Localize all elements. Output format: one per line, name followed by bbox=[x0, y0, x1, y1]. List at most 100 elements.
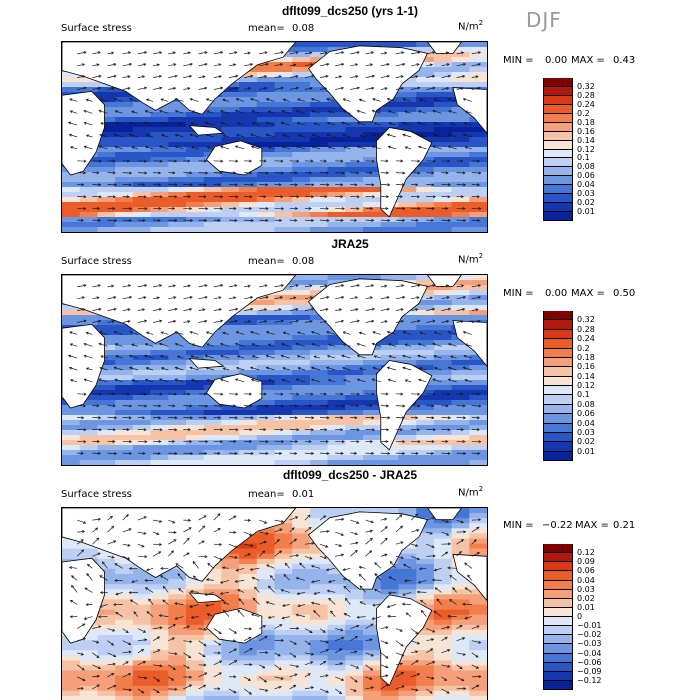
field-cell bbox=[469, 365, 487, 371]
stress-vector-head bbox=[265, 440, 269, 444]
field-cell bbox=[115, 142, 134, 148]
field-cell bbox=[416, 553, 435, 560]
field-cell bbox=[309, 435, 329, 441]
field-cell bbox=[416, 295, 435, 301]
stress-vector-head bbox=[279, 451, 283, 455]
field-cell bbox=[97, 172, 116, 178]
field-cell bbox=[79, 430, 98, 436]
field-cell bbox=[451, 162, 470, 168]
stress-vector-head bbox=[342, 343, 346, 347]
stress-vector-head bbox=[296, 354, 300, 358]
stress-vector-head bbox=[159, 159, 163, 163]
colorbar-swatch bbox=[543, 158, 573, 168]
stress-vector bbox=[146, 611, 154, 617]
stress-vector bbox=[365, 538, 373, 545]
field-cell bbox=[292, 528, 311, 534]
field-cell bbox=[239, 360, 258, 366]
field-cell bbox=[309, 410, 329, 416]
field-cell bbox=[132, 147, 152, 153]
field-cell bbox=[221, 599, 240, 606]
stress-vector bbox=[198, 628, 207, 631]
stress-vector-head bbox=[371, 378, 375, 382]
stress-vector-head bbox=[325, 544, 329, 548]
field-cell bbox=[115, 609, 134, 616]
field-cell bbox=[62, 450, 81, 456]
stress-vector-head bbox=[128, 121, 133, 125]
stress-vector-head bbox=[250, 145, 255, 149]
stress-vector bbox=[434, 567, 442, 571]
field-cell bbox=[451, 285, 470, 291]
field-cell bbox=[168, 604, 187, 611]
stress-vector bbox=[114, 379, 123, 383]
stress-vector bbox=[145, 343, 154, 347]
field-cell bbox=[398, 445, 417, 451]
stress-vector bbox=[359, 332, 366, 335]
stress-vector bbox=[146, 134, 154, 138]
stress-vector bbox=[131, 111, 139, 114]
field-cell bbox=[79, 212, 98, 218]
stress-vector-head bbox=[174, 428, 178, 432]
stress-vector-head bbox=[341, 440, 345, 444]
stress-vector bbox=[122, 219, 132, 221]
field-cell bbox=[274, 695, 293, 700]
field-cell bbox=[239, 589, 258, 595]
field-cell bbox=[274, 395, 293, 401]
stress-vector bbox=[456, 285, 464, 288]
stress-vector-head bbox=[417, 580, 421, 584]
stress-vector-head bbox=[445, 171, 449, 175]
field-cell bbox=[274, 77, 293, 83]
stress-vector-head bbox=[372, 98, 376, 101]
field-cell bbox=[221, 584, 240, 590]
field-cell bbox=[62, 435, 81, 441]
field-cell bbox=[186, 435, 205, 441]
stress-vector-head bbox=[158, 74, 163, 78]
stress-vector bbox=[153, 308, 162, 311]
stress-vector-head bbox=[234, 451, 238, 455]
field-cell bbox=[398, 670, 417, 677]
stress-vector-head bbox=[313, 355, 317, 359]
stress-vector bbox=[448, 378, 457, 383]
field-cell bbox=[97, 614, 116, 621]
field-cell bbox=[115, 207, 134, 213]
stress-vector-head bbox=[355, 308, 359, 311]
stress-vector-head bbox=[313, 610, 317, 614]
field-cell bbox=[416, 305, 435, 311]
field-cell bbox=[256, 112, 276, 118]
field-cell bbox=[451, 609, 470, 616]
field-cell bbox=[62, 192, 81, 198]
field-cell bbox=[79, 222, 98, 228]
field-cell bbox=[115, 640, 134, 646]
stress-vector-head bbox=[326, 121, 331, 125]
field-cell bbox=[451, 72, 470, 78]
field-cell bbox=[203, 345, 222, 351]
stress-vector bbox=[92, 297, 100, 300]
field-cell bbox=[62, 553, 81, 560]
stress-vector-head bbox=[402, 451, 406, 455]
field-cell bbox=[168, 440, 187, 446]
stress-vector-head bbox=[387, 378, 391, 382]
field-cell bbox=[186, 350, 205, 356]
field-cell bbox=[416, 227, 435, 232]
stress-vector-head bbox=[431, 171, 435, 175]
stress-vector-head bbox=[129, 171, 133, 175]
stress-vector bbox=[70, 379, 78, 383]
stress-vector bbox=[311, 367, 321, 371]
stress-vector-head bbox=[96, 296, 100, 300]
field-cell bbox=[256, 660, 276, 667]
stress-vector-head bbox=[128, 591, 132, 595]
stress-vector-head bbox=[477, 451, 481, 455]
stress-vector bbox=[177, 573, 184, 581]
field-cell bbox=[168, 390, 187, 396]
field-cell bbox=[327, 132, 346, 138]
stress-vector bbox=[289, 320, 299, 323]
field-cell bbox=[345, 675, 364, 682]
stress-vector-head bbox=[386, 605, 390, 608]
stress-vector bbox=[122, 555, 130, 560]
stress-vector bbox=[259, 75, 267, 78]
field-cell bbox=[451, 280, 470, 286]
stress-vector bbox=[426, 284, 435, 288]
field-cell bbox=[239, 584, 258, 590]
stress-vector-head bbox=[203, 627, 207, 631]
stress-vector bbox=[463, 98, 472, 102]
field-cell bbox=[132, 157, 152, 163]
